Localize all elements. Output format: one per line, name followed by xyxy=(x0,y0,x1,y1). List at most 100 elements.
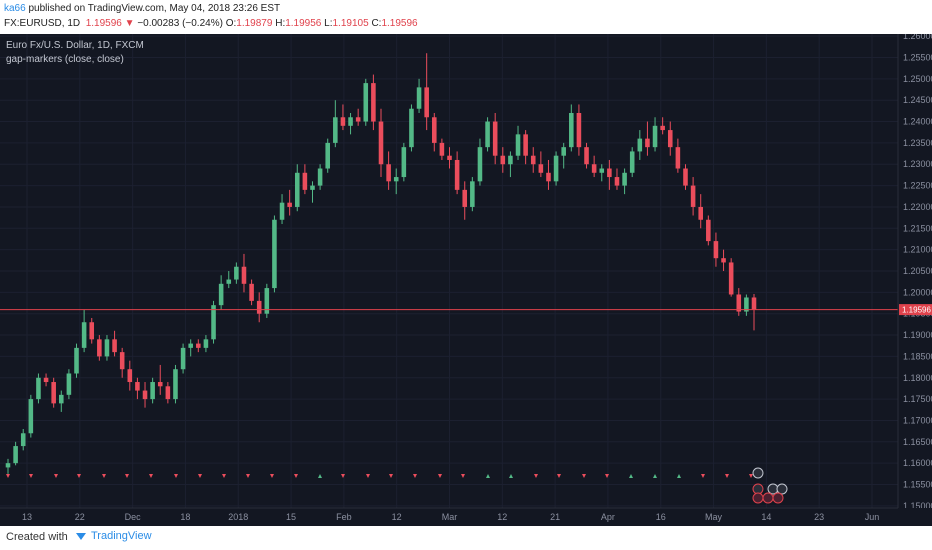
candle-body xyxy=(698,206,703,220)
flag-icon[interactable] xyxy=(762,492,774,504)
event-icon[interactable] xyxy=(752,467,764,479)
candle-body xyxy=(355,117,361,122)
candle-body xyxy=(629,151,635,173)
candle-body xyxy=(20,433,26,447)
y-tick-label: 1.25500 xyxy=(903,52,932,62)
candle-body xyxy=(492,121,498,156)
candle-body xyxy=(393,177,399,182)
event-icons[interactable] xyxy=(752,467,788,504)
publish-line: ka66 published on TradingView.com, May 0… xyxy=(4,3,280,14)
candle-body xyxy=(249,283,254,301)
x-tick-label: 12 xyxy=(392,512,402,522)
y-tick-label: 1.24500 xyxy=(903,95,932,105)
y-tick-label: 1.22000 xyxy=(903,202,932,212)
candle-body xyxy=(97,339,102,357)
y-tick-label: 1.20500 xyxy=(903,266,932,276)
gap-down-marker xyxy=(389,474,393,478)
candle-body xyxy=(667,130,673,148)
price-axis-ticks: 1.15000 1.15500 1.16000 1.16500 1.17000 1.175… xyxy=(903,34,932,511)
author-link[interactable]: ka66 xyxy=(4,3,26,14)
x-tick-label: Jun xyxy=(865,512,880,522)
flag-icon[interactable] xyxy=(772,492,784,504)
candle-body xyxy=(279,202,285,220)
price-axis[interactable] xyxy=(898,34,932,526)
candle-body xyxy=(538,164,544,173)
gap-down-marker xyxy=(125,474,129,478)
x-tick-label: Apr xyxy=(601,512,615,522)
event-icon[interactable] xyxy=(776,483,788,495)
low-value: 1.19105 xyxy=(332,18,369,29)
candle-body xyxy=(523,134,528,156)
gap-up-marker xyxy=(318,474,322,478)
candle-body xyxy=(13,446,18,464)
x-tick-label: 15 xyxy=(286,512,296,522)
candle-body xyxy=(675,147,681,169)
x-tick-label: Feb xyxy=(336,512,352,522)
x-tick-label: 16 xyxy=(656,512,666,522)
last-price: 1.19596 xyxy=(85,18,122,29)
candle-body xyxy=(66,373,72,395)
candle-body xyxy=(584,147,589,165)
y-tick-label: 1.17500 xyxy=(903,394,932,404)
candle-body xyxy=(477,147,483,182)
candle-body xyxy=(333,117,338,143)
candle-body xyxy=(751,297,757,310)
y-tick-label: 1.15000 xyxy=(903,501,932,511)
y-tick-label: 1.15500 xyxy=(903,480,932,490)
gap-down-marker xyxy=(461,474,465,478)
gap-down-marker xyxy=(77,474,81,478)
candle-body xyxy=(211,305,216,340)
candle-body xyxy=(317,168,323,186)
created-with-text: Created with xyxy=(6,531,68,543)
open-label: O: xyxy=(225,18,237,29)
down-arrow-icon: ▼ xyxy=(124,18,135,29)
candle-body xyxy=(104,339,110,357)
ohlc-line: FX:EURUSD, 1D 1.19596 ▼ −0.00283 (−0.24%… xyxy=(4,18,418,29)
candle-body xyxy=(728,262,734,295)
candle-body xyxy=(28,399,34,434)
time-axis[interactable] xyxy=(0,508,932,526)
candle-body xyxy=(348,117,353,126)
candle-body xyxy=(736,294,742,312)
gap-down-marker xyxy=(366,474,370,478)
y-tick-label: 1.25000 xyxy=(903,74,932,84)
x-tick-label: 13 xyxy=(22,512,32,522)
candle-body xyxy=(530,155,536,165)
tradingview-brand: TradingView xyxy=(91,530,152,542)
gap-down-marker xyxy=(582,474,586,478)
price-chart[interactable]: 1.15000 1.15500 1.16000 1.16500 1.17000 1.175… xyxy=(0,34,932,526)
candle-body xyxy=(340,117,346,126)
candle-body xyxy=(294,172,300,207)
candle-body xyxy=(645,138,650,148)
candle-body xyxy=(561,147,566,156)
gap-down-marker xyxy=(6,474,10,478)
candle-body xyxy=(150,382,155,400)
y-tick-label: 1.16000 xyxy=(903,458,932,468)
x-tick-label: Dec xyxy=(125,512,142,522)
candle-body xyxy=(226,279,232,284)
gap-down-marker xyxy=(701,474,705,478)
candle-body xyxy=(36,377,41,400)
candle-body xyxy=(401,147,407,178)
gap-down-marker xyxy=(198,474,202,478)
chart-header: ka66 published on TradingView.com, May 0… xyxy=(0,0,932,34)
candle-body xyxy=(576,113,582,148)
chart-background xyxy=(0,34,932,526)
y-tick-label: 1.20000 xyxy=(903,287,932,297)
gap-down-marker xyxy=(413,474,417,478)
gap-down-marker xyxy=(222,474,226,478)
candle-body xyxy=(188,343,193,348)
y-tick-label: 1.18500 xyxy=(903,351,932,361)
candle-body xyxy=(196,343,201,348)
flag-icon[interactable] xyxy=(752,492,764,504)
x-tick-label: 18 xyxy=(180,512,190,522)
candles-layer xyxy=(5,53,757,474)
candle-body xyxy=(706,219,711,242)
x-tick-label: 22 xyxy=(75,512,85,522)
y-tick-label: 1.23000 xyxy=(903,159,932,169)
legend-indicator: gap-markers (close, close) xyxy=(6,54,124,65)
candle-body xyxy=(218,283,224,306)
gap-down-marker xyxy=(557,474,561,478)
candle-body xyxy=(439,142,445,156)
tradingview-link[interactable]: TradingView xyxy=(75,530,152,542)
